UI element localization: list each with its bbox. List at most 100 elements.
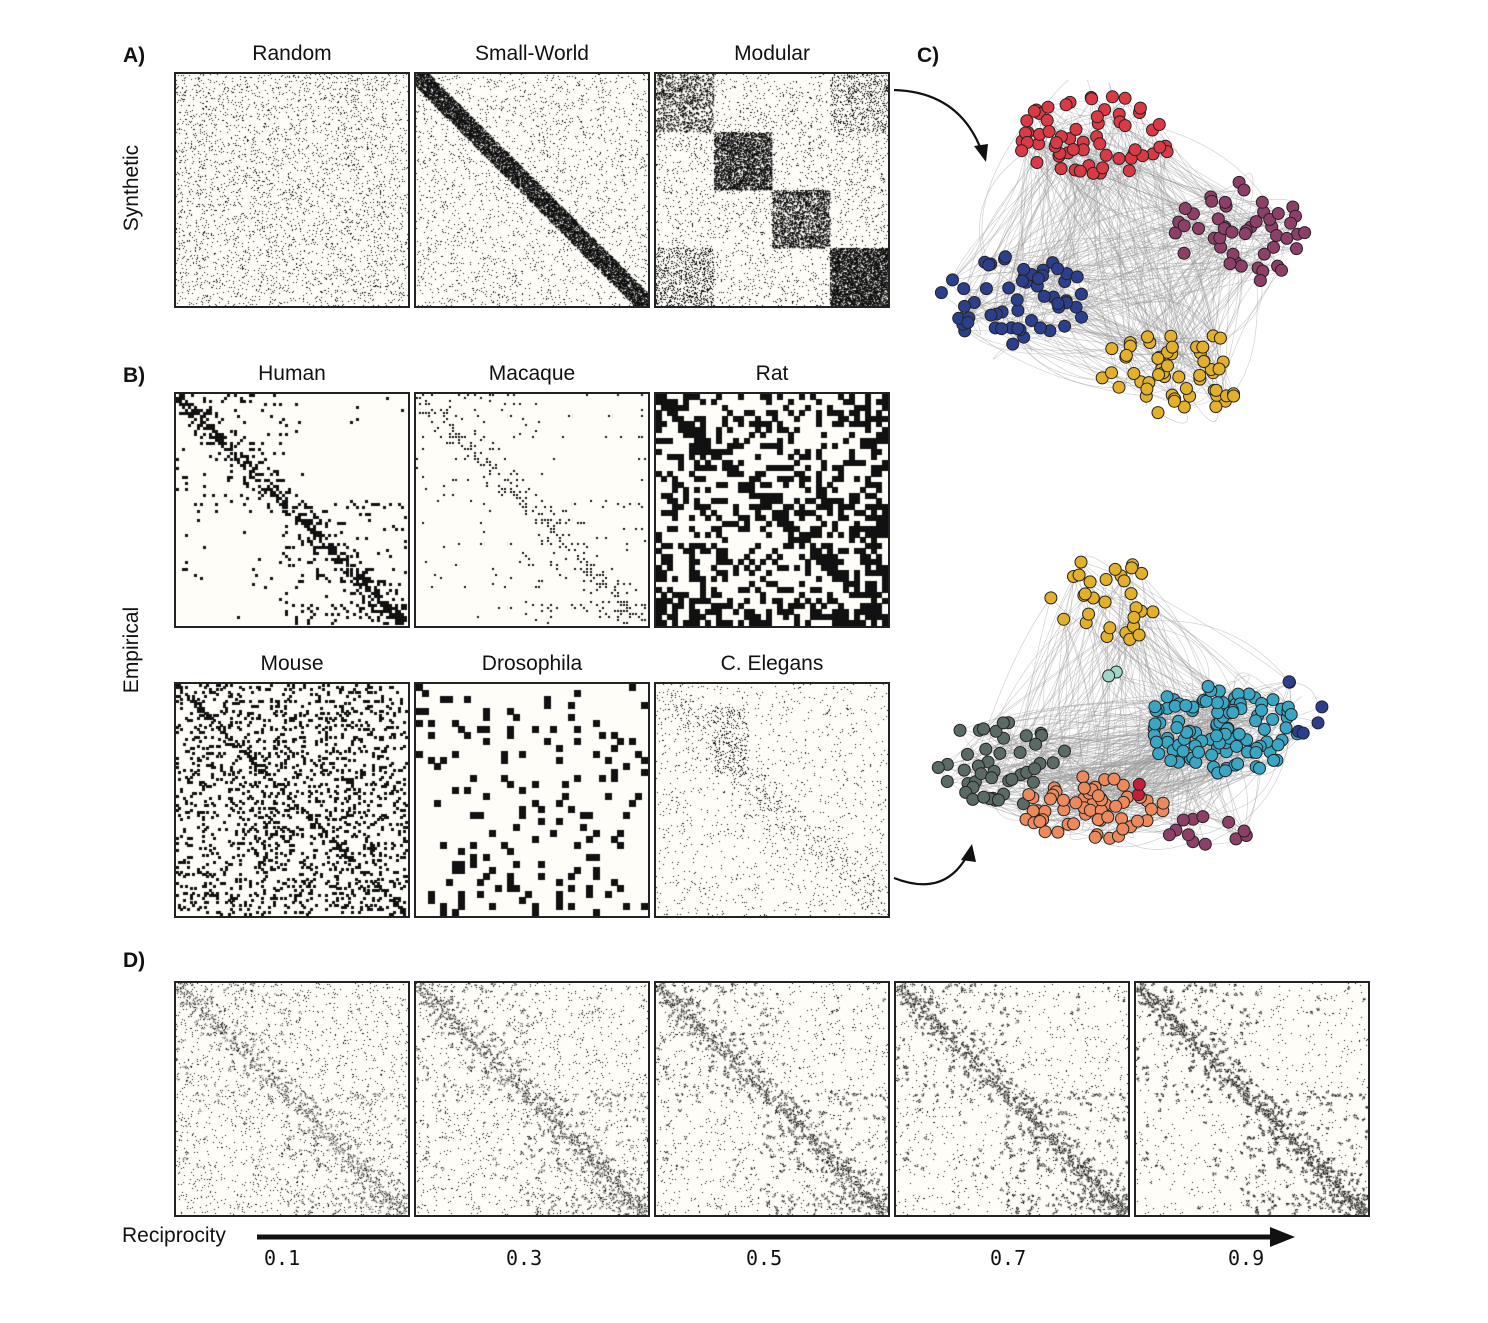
network-node <box>1035 728 1049 742</box>
network-node <box>1162 828 1176 842</box>
network-node <box>1058 744 1071 758</box>
network-nodes <box>931 555 1329 851</box>
network-edge <box>973 712 1230 788</box>
network-edge <box>1027 132 1215 239</box>
network-edge <box>1032 780 1078 803</box>
network-node <box>946 273 959 287</box>
network-edge <box>1152 153 1173 354</box>
network-node <box>1025 314 1038 327</box>
network-node <box>1132 628 1146 642</box>
network-edge <box>994 613 1089 801</box>
network-edge <box>964 305 1021 332</box>
network-edge <box>1085 593 1237 705</box>
network-edge <box>1069 567 1132 803</box>
network-edge <box>1076 215 1296 309</box>
network-node <box>1284 708 1298 721</box>
network-edge <box>1104 109 1145 343</box>
panel-label-b: B) <box>123 364 146 387</box>
network-node <box>1085 92 1099 106</box>
network-node <box>1103 621 1117 635</box>
network-node <box>1152 368 1166 382</box>
network-node <box>1027 104 1041 118</box>
network-edge <box>965 710 1233 793</box>
network-edge <box>1157 232 1176 354</box>
matrix-title-human: Human <box>258 362 326 385</box>
network-node <box>1290 242 1303 256</box>
network-edge <box>1157 372 1188 424</box>
network-edge <box>1106 569 1119 837</box>
network-node <box>1275 263 1288 277</box>
network-node <box>977 722 990 736</box>
network-node <box>1020 114 1034 128</box>
network-node <box>1232 727 1246 741</box>
network-edge <box>947 714 1179 782</box>
matrix-title-mouse: Mouse <box>260 652 324 675</box>
network-node <box>1132 777 1146 791</box>
network-node <box>1197 355 1211 368</box>
network-edge <box>1152 129 1226 402</box>
network-edge <box>1037 146 1076 287</box>
network-node <box>1116 822 1130 836</box>
network-node <box>1041 100 1055 114</box>
network-edge <box>1021 140 1270 220</box>
network-edge <box>1108 675 1273 720</box>
network-edge <box>1092 173 1159 359</box>
network-node <box>1030 156 1044 169</box>
network-edge <box>1025 751 1227 821</box>
network-edge <box>990 221 1179 265</box>
network-node <box>1151 406 1165 420</box>
network-edge <box>1088 165 1151 337</box>
network-edge <box>1066 293 1214 337</box>
network-edge <box>1041 153 1061 304</box>
network-node <box>985 771 999 785</box>
network-edge <box>1167 218 1219 353</box>
network-edge <box>1215 270 1282 407</box>
network-node <box>1093 137 1107 151</box>
network-edge <box>1130 158 1160 358</box>
network-node <box>1117 574 1131 588</box>
network-edge <box>1157 246 1221 359</box>
panel-label-c: C) <box>917 44 940 67</box>
network-edge <box>1064 189 1245 327</box>
network-edge <box>1090 97 1279 214</box>
network-node <box>1167 394 1181 408</box>
network-node <box>1242 687 1256 701</box>
network-edge <box>1043 574 1080 788</box>
network-edge <box>1058 261 1236 308</box>
network-node <box>1070 270 1084 284</box>
network-node <box>1209 383 1223 397</box>
network-node <box>1105 90 1119 104</box>
network-node <box>1044 591 1058 605</box>
network-node <box>1042 125 1056 138</box>
network-edge <box>1163 219 1271 373</box>
network-node <box>1212 362 1226 376</box>
network-node <box>1118 91 1132 105</box>
network-node <box>1074 287 1088 301</box>
network-node <box>1257 247 1271 261</box>
network-edge <box>1053 611 1154 789</box>
network-edge <box>1057 303 1148 346</box>
network-node <box>1116 778 1130 792</box>
network-node <box>1131 814 1144 828</box>
network-node <box>1028 762 1042 776</box>
network-edge <box>1046 120 1220 370</box>
network-node <box>1179 382 1193 395</box>
network-edge <box>1081 121 1123 318</box>
network-node <box>1282 675 1296 689</box>
network-edge <box>1081 213 1279 295</box>
network-node <box>1118 119 1132 133</box>
network-node <box>1059 98 1073 112</box>
network-edge <box>1085 601 1107 815</box>
network-node <box>1006 337 1020 351</box>
network-edge <box>1034 762 1236 770</box>
network-node <box>1017 262 1031 276</box>
network-node <box>1237 183 1251 197</box>
network-node <box>1231 757 1245 771</box>
network-edge <box>1059 626 1134 810</box>
network-node <box>1226 706 1240 719</box>
network-edge <box>1073 576 1226 735</box>
network-edge <box>981 111 1035 266</box>
network-edge <box>1040 712 1218 746</box>
network-edge <box>1123 712 1218 803</box>
network-node <box>1196 340 1210 354</box>
